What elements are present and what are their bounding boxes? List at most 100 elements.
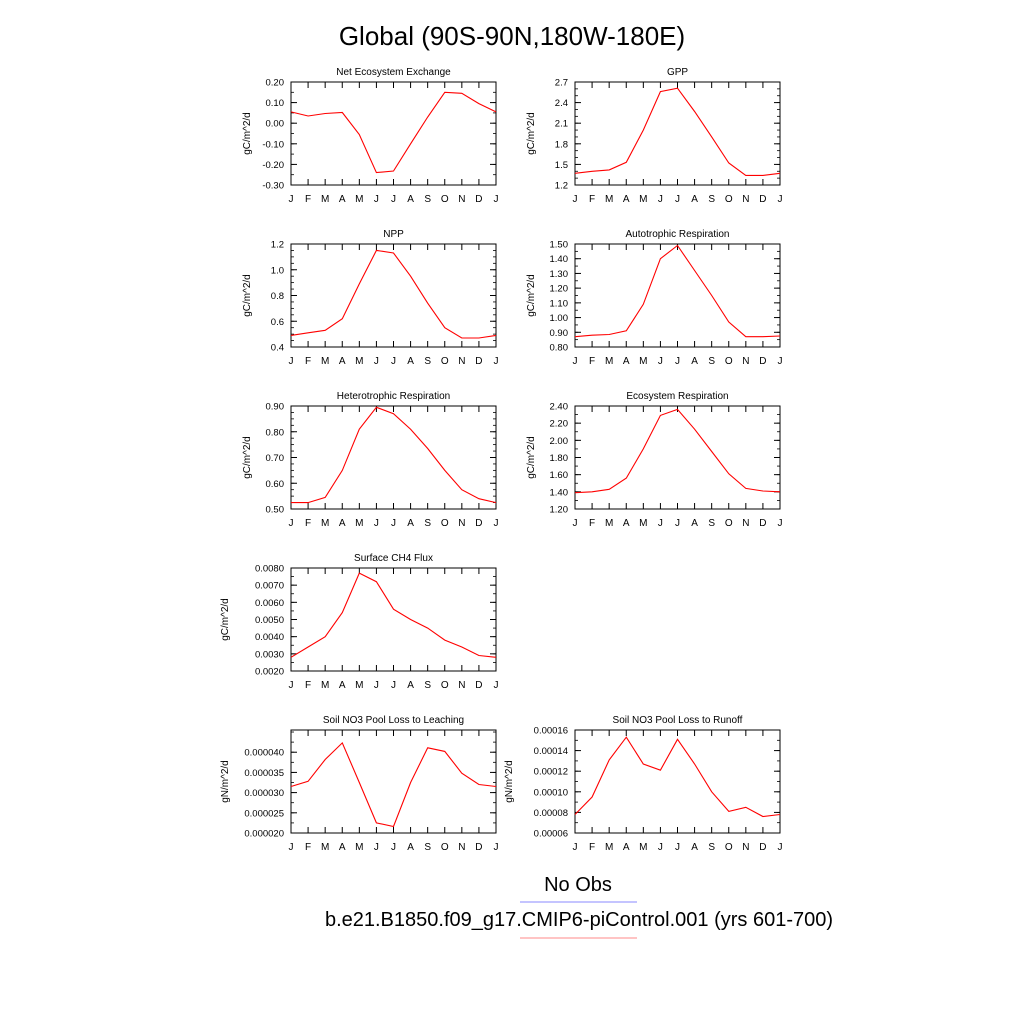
x-tick-label: F	[589, 518, 595, 529]
x-tick-label: F	[305, 680, 311, 691]
x-tick-label: O	[441, 356, 449, 367]
panel-9: Soil NO3 Pool Loss to Runoff 0.00016 0.000…	[504, 715, 783, 853]
y-tick-label: 2.00	[550, 436, 569, 447]
x-tick-label: J	[658, 194, 663, 205]
x-tick-label: J	[573, 194, 578, 205]
x-tick-label: J	[778, 356, 783, 367]
y-axis-label: gC/m^2/d	[242, 274, 253, 317]
x-tick-label: M	[355, 194, 363, 205]
main-title: Global (90S-90N,180W-180E)	[339, 21, 685, 51]
x-tick-label: J	[494, 356, 499, 367]
y-tick-label: 0.20	[266, 78, 285, 89]
y-axis-label: gN/m^2/d	[220, 760, 231, 803]
x-tick-label: A	[407, 842, 414, 853]
series-line	[290, 572, 497, 658]
y-tick-label: 0.00	[266, 119, 285, 130]
x-tick-label: A	[691, 518, 698, 529]
plot-frame	[290, 405, 497, 510]
x-tick-label: A	[407, 194, 414, 205]
y-tick-label: 1.0	[271, 265, 284, 276]
x-tick-label: J	[391, 356, 396, 367]
x-tick-label: J	[374, 356, 379, 367]
x-tick-label: F	[305, 518, 311, 529]
x-tick-label: J	[675, 842, 680, 853]
x-tick-label: M	[321, 518, 329, 529]
y-axis-label: gC/m^2/d	[242, 112, 253, 155]
panel-title: NPP	[383, 229, 404, 240]
panel-6: Surface CH4 Flux 0.0080 0.0070 0.0060 0.0050…	[220, 553, 499, 691]
y-tick-label: -0.30	[262, 181, 284, 192]
y-tick-label: 0.60	[266, 479, 285, 490]
x-tick-label: D	[759, 194, 766, 205]
obs-label: No Obs	[544, 874, 612, 896]
plot-frame	[574, 729, 781, 834]
x-tick-label: J	[374, 194, 379, 205]
y-tick-label: 0.00012	[534, 767, 568, 778]
y-tick-label: 0.90	[550, 328, 569, 339]
series-line	[574, 408, 781, 494]
x-tick-label: M	[321, 842, 329, 853]
y-axis-label: gC/m^2/d	[526, 274, 537, 317]
series-line	[574, 244, 781, 338]
y-tick-label: 0.000020	[244, 829, 284, 840]
y-tick-label: 0.4	[271, 343, 284, 354]
x-tick-label: F	[589, 194, 595, 205]
y-tick-label: 1.40	[550, 254, 569, 265]
x-tick-label: O	[441, 194, 449, 205]
y-tick-label: 0.00014	[534, 746, 568, 757]
x-tick-label: F	[305, 356, 311, 367]
y-tick-label: 1.20	[550, 284, 569, 295]
y-tick-label: 0.0080	[255, 564, 284, 575]
y-tick-label: 0.000025	[244, 808, 284, 819]
x-tick-label: N	[742, 356, 749, 367]
x-tick-label: D	[475, 518, 482, 529]
x-tick-label: M	[605, 842, 613, 853]
series-line	[290, 91, 497, 174]
x-tick-label: M	[355, 356, 363, 367]
series-line	[290, 741, 497, 828]
x-tick-label: S	[424, 518, 431, 529]
y-axis-label: gC/m^2/d	[242, 436, 253, 479]
x-tick-label: D	[759, 518, 766, 529]
x-tick-label: O	[725, 194, 733, 205]
x-tick-label: J	[391, 842, 396, 853]
x-tick-label: J	[494, 842, 499, 853]
y-tick-label: 1.20	[550, 505, 569, 516]
y-tick-label: 0.50	[266, 505, 285, 516]
plot-frame	[290, 729, 497, 834]
y-tick-label: 1.00	[550, 313, 569, 324]
y-tick-label: 1.10	[550, 298, 569, 309]
x-tick-label: M	[321, 356, 329, 367]
x-tick-label: A	[339, 680, 346, 691]
x-tick-label: A	[691, 356, 698, 367]
x-tick-label: J	[778, 842, 783, 853]
x-tick-label: J	[391, 680, 396, 691]
y-tick-label: 1.60	[550, 470, 569, 481]
x-tick-label: J	[494, 194, 499, 205]
series-line	[574, 87, 781, 176]
x-tick-label: J	[675, 194, 680, 205]
x-tick-label: O	[725, 842, 733, 853]
x-tick-label: M	[639, 518, 647, 529]
y-axis-label: gN/m^2/d	[504, 760, 515, 803]
x-tick-label: N	[458, 680, 465, 691]
series-line	[290, 249, 497, 339]
y-tick-label: 1.80	[550, 453, 569, 464]
panel-title: Soil NO3 Pool Loss to Runoff	[613, 715, 743, 726]
x-tick-label: J	[374, 842, 379, 853]
y-tick-label: 0.0040	[255, 632, 284, 643]
x-tick-label: F	[589, 356, 595, 367]
x-tick-label: S	[424, 842, 431, 853]
x-tick-label: A	[623, 518, 630, 529]
x-tick-label: A	[407, 680, 414, 691]
x-tick-label: D	[759, 356, 766, 367]
x-tick-label: J	[289, 518, 294, 529]
y-tick-label: 0.00016	[534, 726, 568, 737]
series-line	[574, 736, 781, 818]
x-tick-label: F	[589, 842, 595, 853]
x-tick-label: J	[658, 518, 663, 529]
x-tick-label: J	[289, 356, 294, 367]
x-tick-label: J	[289, 842, 294, 853]
